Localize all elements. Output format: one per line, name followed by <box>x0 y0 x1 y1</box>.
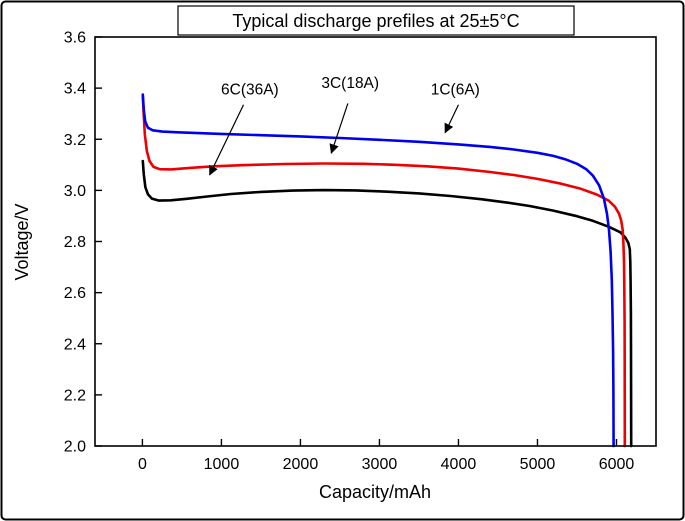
y-tick-label-7: 3.4 <box>64 81 86 98</box>
y-tick-label-6: 3.2 <box>64 132 86 149</box>
plot-border <box>94 36 657 447</box>
y-tick-label-4: 2.8 <box>64 234 86 251</box>
y-tick-label-3: 2.6 <box>64 285 86 302</box>
x-axis-label: Capacity/mAh <box>319 482 431 502</box>
chart-title: Typical discharge prefiles at 25±5°C <box>232 11 519 31</box>
annotation-label-0: 6C(36A) <box>221 82 279 99</box>
x-tick-label-6: 6000 <box>599 456 635 473</box>
annotation-arrow-1 <box>329 103 349 154</box>
y-tick-label-5: 3.0 <box>64 183 86 200</box>
x-tick-label-1: 1000 <box>204 456 240 473</box>
x-tick-label-2: 2000 <box>283 456 319 473</box>
y-tick-label-2: 2.4 <box>64 336 86 353</box>
x-tick-label-4: 4000 <box>441 456 477 473</box>
annotation-label-1: 3C(18A) <box>321 75 379 92</box>
annotation-label-2: 1C(6A) <box>431 82 480 99</box>
series-curve-3c-18a <box>141 94 627 448</box>
annotation-arrow-2 <box>444 104 460 134</box>
series-curve-6c-36a <box>141 159 633 448</box>
y-axis-label: Voltage/V <box>12 203 32 280</box>
series-curve-1c-6a <box>141 93 615 448</box>
x-tick-label-3: 3000 <box>362 456 398 473</box>
y-tick-label-0: 2.0 <box>64 439 86 456</box>
annotation-arrow-0 <box>209 104 245 176</box>
title-box <box>177 5 575 36</box>
y-tick-label-1: 2.2 <box>64 387 86 404</box>
plot-layer: 0 1000 2000 3000 4000 5000 6000 2.0 2.2 2.4 2.6 2.8… <box>64 30 635 474</box>
y-tick-label-8: 3.6 <box>64 30 86 47</box>
x-tick-label-0: 0 <box>138 456 147 473</box>
x-tick-label-5: 5000 <box>520 456 556 473</box>
